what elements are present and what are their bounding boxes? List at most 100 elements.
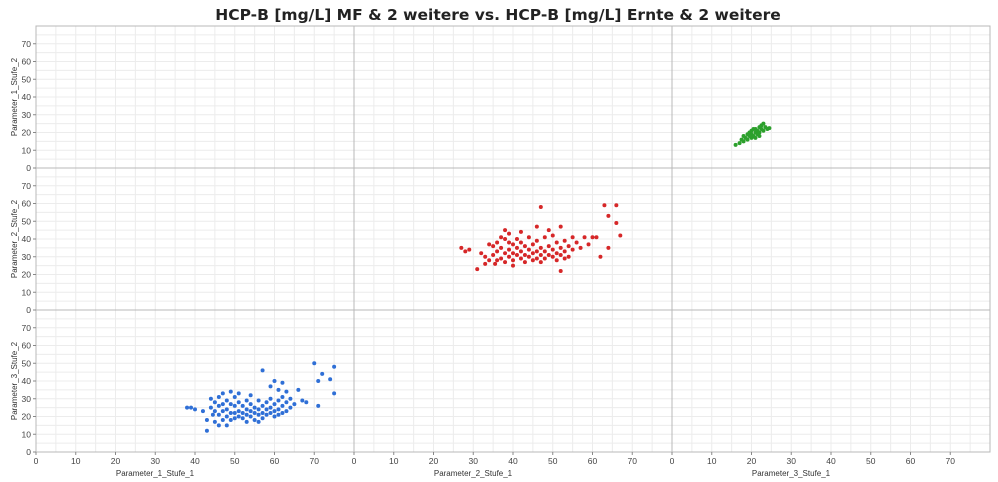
data-point xyxy=(538,260,543,265)
data-point xyxy=(284,409,289,414)
y-tick-label: 10 xyxy=(22,429,32,439)
y-tick-label: 0 xyxy=(26,163,31,173)
y-axis-label: Parameter_3_Stufe_2 xyxy=(10,341,19,420)
data-point xyxy=(507,240,512,245)
data-point xyxy=(268,384,273,389)
data-point xyxy=(538,252,543,257)
x-tick-label: 40 xyxy=(190,456,200,466)
data-point xyxy=(228,410,233,415)
y-tick-label: 40 xyxy=(22,234,32,244)
data-point xyxy=(491,244,496,249)
y-tick-label: 20 xyxy=(22,412,32,422)
data-point xyxy=(562,249,567,254)
data-point xyxy=(514,237,519,241)
data-point xyxy=(499,245,504,250)
data-point xyxy=(272,379,277,383)
data-point xyxy=(499,235,504,240)
data-point xyxy=(212,419,217,424)
data-point xyxy=(518,256,523,261)
panel-frames xyxy=(35,25,991,453)
data-point xyxy=(240,410,245,415)
data-point xyxy=(328,377,333,382)
data-point xyxy=(753,135,758,140)
data-point xyxy=(542,256,547,261)
data-point xyxy=(244,412,249,417)
x-tick-label: 10 xyxy=(707,456,717,466)
data-point xyxy=(558,245,563,250)
data-point xyxy=(208,396,213,401)
data-point xyxy=(268,405,273,410)
data-point xyxy=(224,407,229,412)
data-point xyxy=(562,256,567,261)
data-point xyxy=(518,229,523,234)
y-tick-label: 50 xyxy=(22,358,32,368)
data-point xyxy=(558,252,563,257)
data-point xyxy=(252,410,257,415)
y-tick-label: 20 xyxy=(22,128,32,138)
y-tick-label: 10 xyxy=(22,145,32,155)
data-point xyxy=(280,410,285,415)
y-tick-label: 60 xyxy=(22,57,32,67)
data-point xyxy=(530,242,535,247)
data-point xyxy=(284,400,289,405)
data-point xyxy=(272,409,277,414)
data-point xyxy=(475,267,480,272)
data-point xyxy=(745,137,750,142)
data-point xyxy=(232,394,237,399)
data-point xyxy=(232,403,237,408)
data-point xyxy=(606,213,611,218)
x-tick-label: 70 xyxy=(628,456,638,466)
data-point xyxy=(240,403,245,408)
data-point xyxy=(554,251,559,256)
x-axis-label: Parameter_3_Stufe_1 xyxy=(752,469,831,478)
axis-labels: Parameter_1_Stufe_2 Parameter_2_Stufe_2 Pa… xyxy=(10,57,831,478)
x-tick-label: 50 xyxy=(866,456,876,466)
data-point xyxy=(332,391,337,396)
data-point xyxy=(216,412,221,417)
data-point xyxy=(554,258,559,263)
data-point xyxy=(483,254,488,259)
data-point xyxy=(280,403,285,408)
data-point xyxy=(503,228,508,233)
x-tick-label: 40 xyxy=(508,456,518,466)
data-point xyxy=(511,258,515,263)
y-axis-label: Parameter_2_Stufe_2 xyxy=(10,199,19,278)
data-point xyxy=(526,254,531,259)
data-point xyxy=(216,423,221,428)
data-point xyxy=(248,402,253,407)
data-point xyxy=(511,242,515,247)
x-axis-label: Parameter_2_Stufe_1 xyxy=(434,469,513,478)
data-point xyxy=(228,402,233,407)
data-point xyxy=(546,252,551,257)
data-point xyxy=(216,394,221,399)
data-point xyxy=(232,410,237,415)
y-tick-label: 30 xyxy=(22,110,32,120)
data-point xyxy=(224,398,229,403)
data-point xyxy=(761,121,766,126)
data-point xyxy=(538,245,543,250)
data-point xyxy=(300,398,305,403)
data-point xyxy=(507,247,512,252)
data-point xyxy=(284,389,289,394)
data-point xyxy=(534,238,539,243)
data-point xyxy=(594,235,599,240)
data-point xyxy=(212,409,217,414)
data-point xyxy=(558,224,563,229)
data-point xyxy=(212,400,217,405)
data-point xyxy=(268,410,273,415)
data-point xyxy=(216,403,221,408)
data-point xyxy=(542,235,547,240)
data-point xyxy=(526,235,531,240)
y-tick-label: 20 xyxy=(22,270,32,280)
data-point xyxy=(224,423,229,428)
data-point xyxy=(228,418,233,423)
y-tick-label: 50 xyxy=(22,216,32,226)
data-point xyxy=(256,407,261,412)
data-point xyxy=(514,245,519,250)
x-tick-label: 60 xyxy=(906,456,916,466)
y-tick-label: 40 xyxy=(22,92,32,102)
data-point xyxy=(534,224,539,229)
data-point xyxy=(280,380,285,385)
y-tick-label: 70 xyxy=(22,39,32,49)
